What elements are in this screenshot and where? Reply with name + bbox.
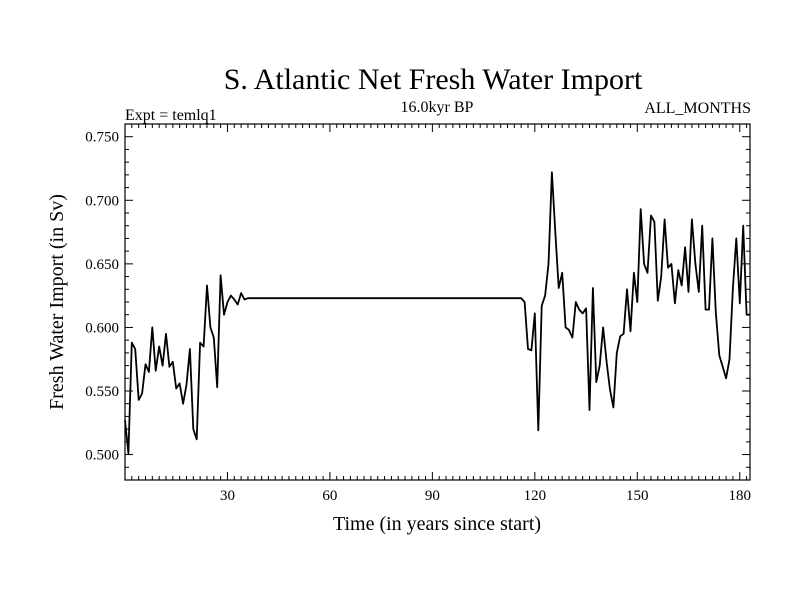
x-tick-label: 180 [729, 488, 752, 504]
plot-frame [124, 123, 751, 481]
x-tick-label: 30 [220, 488, 235, 504]
y-tick-label: 0.700 [85, 193, 119, 209]
y-axis-label: Fresh Water Import (in Sv) [46, 194, 68, 410]
x-tick-label: 90 [425, 488, 440, 504]
y-tick-label: 0.650 [85, 257, 119, 273]
y-tick-label: 0.750 [85, 130, 119, 146]
experiment-label: Expt = temlq1 [125, 107, 217, 124]
y-tick-label: 0.550 [85, 384, 119, 400]
chart-title: S. Atlantic Net Fresh Water Import [224, 63, 643, 96]
period-label: 16.0kyr BP [401, 99, 474, 116]
series-line-fresh-water-import [124, 171, 750, 455]
y-tick-label: 0.500 [85, 448, 119, 464]
x-tick-label: 150 [626, 488, 649, 504]
months-label: ALL_MONTHS [644, 100, 751, 117]
axis-ticks [125, 124, 750, 480]
y-tick-labels: 0.500 0.550 0.600 0.650 0.700 0.750 [85, 130, 119, 464]
x-tick-label: 120 [524, 488, 547, 504]
x-axis-label: Time (in years since start) [333, 513, 541, 535]
y-tick-label: 0.600 [85, 320, 119, 336]
x-tick-labels: 30 60 90 120 150 180 [220, 488, 751, 504]
x-tick-label: 60 [322, 488, 337, 504]
